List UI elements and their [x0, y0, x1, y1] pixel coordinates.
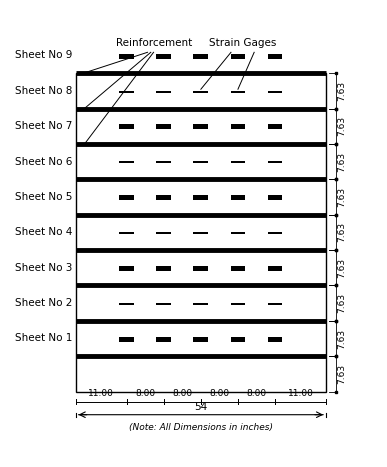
- Bar: [194, 266, 208, 271]
- Bar: [194, 232, 208, 234]
- Text: (Note: All Dimensions in inches): (Note: All Dimensions in inches): [129, 423, 273, 432]
- Bar: [119, 337, 134, 342]
- Bar: [268, 161, 283, 163]
- Text: 7.63: 7.63: [337, 258, 347, 278]
- Bar: [194, 337, 208, 342]
- Bar: [268, 124, 283, 129]
- Bar: [231, 195, 245, 200]
- Text: 8.00: 8.00: [135, 389, 155, 398]
- Bar: [268, 337, 283, 342]
- Text: Sheet No 6: Sheet No 6: [15, 156, 72, 167]
- Bar: [231, 124, 245, 129]
- Text: 7.63: 7.63: [337, 222, 347, 242]
- Text: Sheet No 1: Sheet No 1: [15, 333, 72, 343]
- Bar: [119, 161, 134, 163]
- Bar: [76, 73, 326, 391]
- Bar: [231, 266, 245, 271]
- Text: 7.63: 7.63: [337, 364, 347, 384]
- Bar: [156, 91, 171, 92]
- Bar: [156, 266, 171, 271]
- Bar: [194, 195, 208, 200]
- Bar: [194, 303, 208, 305]
- Text: 7.63: 7.63: [337, 187, 347, 207]
- Bar: [119, 91, 134, 92]
- Text: Reinforcement: Reinforcement: [116, 38, 193, 48]
- Bar: [194, 91, 208, 92]
- Bar: [268, 54, 283, 59]
- Bar: [268, 266, 283, 271]
- Text: 11.00: 11.00: [88, 389, 114, 398]
- Text: Strain Gages: Strain Gages: [209, 38, 276, 48]
- Bar: [156, 303, 171, 305]
- Text: Sheet No 5: Sheet No 5: [15, 192, 72, 202]
- Bar: [119, 303, 134, 305]
- Text: 8.00: 8.00: [209, 389, 229, 398]
- Text: 54: 54: [194, 402, 207, 412]
- Bar: [194, 161, 208, 163]
- Bar: [268, 195, 283, 200]
- Text: 8.00: 8.00: [172, 389, 192, 398]
- Bar: [156, 54, 171, 59]
- Bar: [156, 337, 171, 342]
- Bar: [156, 124, 171, 129]
- Bar: [268, 303, 283, 305]
- Text: 7.63: 7.63: [337, 293, 347, 313]
- Bar: [268, 232, 283, 234]
- Bar: [156, 195, 171, 200]
- Text: 7.63: 7.63: [337, 151, 347, 172]
- Bar: [231, 91, 245, 92]
- Bar: [231, 303, 245, 305]
- Bar: [119, 266, 134, 271]
- Bar: [231, 232, 245, 234]
- Bar: [231, 54, 245, 59]
- Text: 7.63: 7.63: [337, 81, 347, 101]
- Bar: [231, 161, 245, 163]
- Text: 7.63: 7.63: [337, 328, 347, 348]
- Bar: [268, 91, 283, 92]
- Text: 7.63: 7.63: [337, 116, 347, 136]
- Text: Sheet No 8: Sheet No 8: [15, 86, 72, 96]
- Bar: [231, 337, 245, 342]
- Text: 11.00: 11.00: [288, 389, 313, 398]
- Text: Sheet No 2: Sheet No 2: [15, 298, 72, 308]
- Text: Sheet No 4: Sheet No 4: [15, 227, 72, 237]
- Bar: [119, 195, 134, 200]
- Bar: [194, 54, 208, 59]
- Bar: [119, 124, 134, 129]
- Text: 8.00: 8.00: [247, 389, 267, 398]
- Bar: [194, 124, 208, 129]
- Bar: [119, 232, 134, 234]
- Bar: [119, 54, 134, 59]
- Bar: [156, 232, 171, 234]
- Text: Sheet No 3: Sheet No 3: [15, 263, 72, 273]
- Text: Sheet No 7: Sheet No 7: [15, 121, 72, 131]
- Bar: [156, 161, 171, 163]
- Text: Sheet No 9: Sheet No 9: [15, 50, 72, 60]
